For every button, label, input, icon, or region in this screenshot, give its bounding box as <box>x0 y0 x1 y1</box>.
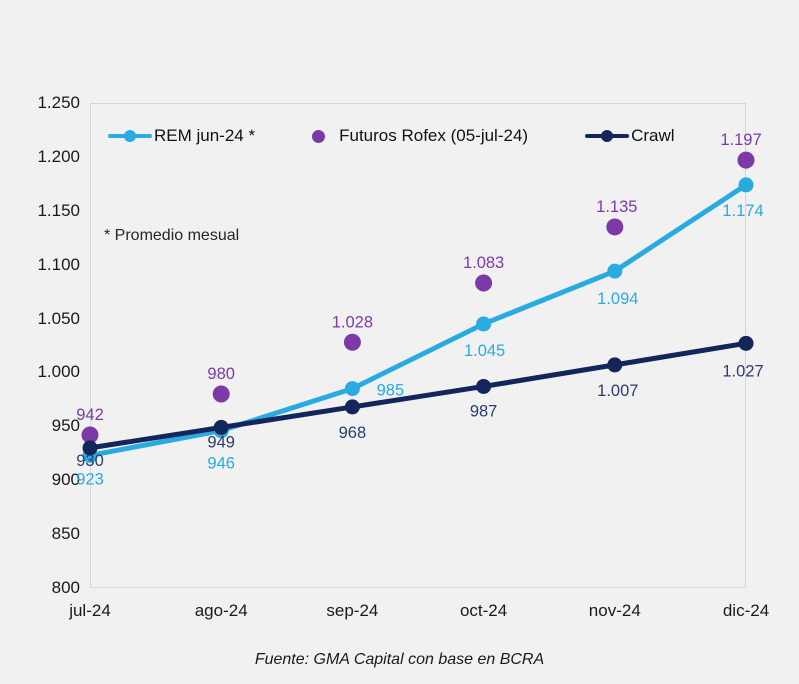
data-point <box>476 316 492 332</box>
y-tick-label: 1.200 <box>37 146 80 166</box>
data-label: 1.094 <box>597 290 638 308</box>
plot-area <box>90 103 746 588</box>
data-point <box>737 151 755 169</box>
data-label: 946 <box>207 455 235 473</box>
data-label: 923 <box>76 470 104 488</box>
data-point <box>738 335 754 351</box>
data-label: 1.135 <box>596 198 637 216</box>
legend-label-rem: REM jun-24 * <box>154 126 256 145</box>
legend-label-futuros: Futuros Rofex (05-jul-24) <box>339 126 529 145</box>
series-line <box>87 182 749 458</box>
data-label: 1.027 <box>722 362 763 380</box>
legend-item-futuros: Futuros Rofex (05-jul-24) <box>312 126 528 146</box>
data-label: 985 <box>377 382 405 400</box>
data-point <box>476 378 492 394</box>
data-point <box>81 426 99 444</box>
data-point <box>343 333 361 351</box>
data-label: 1.045 <box>464 342 505 360</box>
footnote-annotation: * Promedio mesual <box>104 227 240 244</box>
y-tick-label: 1.050 <box>37 308 80 328</box>
data-point <box>607 263 623 279</box>
x-tick-label: nov-24 <box>588 601 641 620</box>
y-tick-label: 1.100 <box>37 254 80 274</box>
futuros-dot-icon <box>312 129 326 143</box>
data-point <box>344 381 360 397</box>
data-point <box>475 274 493 292</box>
y-tick-label: 1.150 <box>37 200 80 220</box>
data-label: 968 <box>339 424 367 442</box>
data-point <box>213 419 229 435</box>
data-label: 987 <box>470 402 498 420</box>
x-tick-label: sep-24 <box>326 601 379 620</box>
data-point <box>212 385 230 403</box>
legend-item-crawl: Crawl <box>585 126 675 146</box>
legend-label-crawl: Crawl <box>631 126 675 145</box>
rem-dot-icon <box>124 130 136 142</box>
rem-line-swatch-icon <box>108 130 152 142</box>
legend: REM jun-24 * Futuros Rofex (05-jul-24) C… <box>108 126 675 146</box>
y-tick-label: 1.000 <box>37 362 80 382</box>
data-label: 1.007 <box>597 382 638 400</box>
x-tick-label: ago-24 <box>194 601 248 620</box>
data-label: 1.197 <box>720 131 761 149</box>
source-caption: Fuente: GMA Capital con base en BCRA <box>254 651 545 668</box>
data-point <box>606 218 624 236</box>
data-point <box>82 440 98 456</box>
y-tick-label: 900 <box>51 470 80 490</box>
data-point <box>738 177 754 193</box>
y-tick-label: 800 <box>51 578 80 597</box>
data-label: 1.174 <box>722 202 763 220</box>
y-tick-label: 950 <box>51 416 80 436</box>
data-label: 930 <box>76 452 104 470</box>
legend-item-rem: REM jun-24 * <box>108 126 255 146</box>
series-line <box>87 340 749 451</box>
data-label: 980 <box>207 365 235 383</box>
data-label: 1.083 <box>463 254 504 272</box>
data-label: 942 <box>76 406 104 424</box>
x-tick-label: dic-24 <box>722 601 770 620</box>
plot-canvas: 923 946 985 1.045 1.094 1.174 942 980 1.028 1.083… <box>76 131 763 488</box>
y-tick-label: 1.250 <box>37 93 80 112</box>
crawl-dot-icon <box>601 130 614 142</box>
data-label: 1.028 <box>332 313 373 331</box>
crawl-line-swatch-icon <box>585 130 630 142</box>
data-label: 949 <box>207 433 235 451</box>
x-tick-label: jul-24 <box>69 601 111 620</box>
x-tick-label: oct-24 <box>459 601 508 620</box>
y-tick-label: 850 <box>51 524 80 544</box>
data-point <box>607 357 623 373</box>
data-point <box>344 399 360 415</box>
